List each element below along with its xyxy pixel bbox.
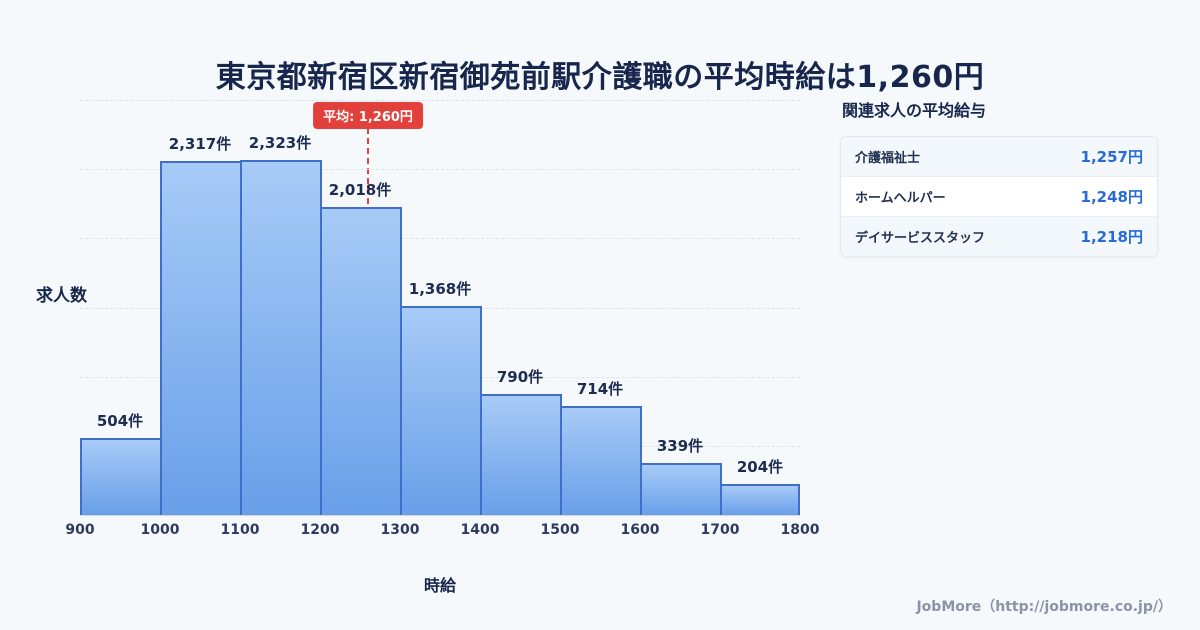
bar-value-label: 339件: [656, 437, 704, 455]
bar: [160, 161, 242, 515]
bar-value-label: 2,317件: [168, 135, 232, 153]
bar-value-label: 2,323件: [248, 134, 312, 152]
bar: [320, 207, 402, 515]
salary-row-value: 1,257円: [1080, 148, 1143, 166]
bar: [80, 438, 162, 515]
salary-row-value: 1,218円: [1080, 228, 1143, 246]
salary-row-label: ホームヘルパー: [855, 191, 946, 206]
average-badge: 平均: 1,260円: [313, 102, 423, 129]
x-tick-label: 1200: [300, 522, 340, 538]
x-tick-label: 1600: [620, 522, 660, 538]
x-tick-label: 1800: [780, 522, 820, 538]
page-title: 東京都新宿区新宿御苑前駅介護職の平均時給は1,260円: [215, 60, 985, 96]
x-axis-title: 時給: [423, 576, 456, 595]
x-tick-label: 1100: [220, 522, 260, 538]
side-panel-heading: 関連求人の平均給与: [842, 101, 987, 120]
y-axis-title: 求人数: [36, 286, 87, 306]
salary-row-label: 介護福祉士: [855, 151, 921, 166]
x-tick-label: 1400: [460, 522, 500, 538]
bar: [480, 394, 562, 515]
x-tick-label: 1300: [380, 522, 420, 538]
bar: [240, 160, 322, 515]
gridline: [80, 169, 800, 170]
bar-value-label: 2,018件: [328, 181, 392, 199]
salary-row: ホームヘルパー 1,248円: [841, 176, 1157, 216]
salary-row-value: 1,248円: [1080, 188, 1143, 206]
x-tick-label: 1000: [140, 522, 180, 538]
gridline: [80, 238, 800, 239]
bar-value-label: 504件: [96, 412, 144, 430]
bar-value-label: 204件: [736, 458, 784, 476]
bar-value-label: 714件: [576, 380, 624, 398]
bar: [720, 484, 800, 515]
footer-credit: JobMore（http://jobmore.co.jp/）: [916, 599, 1172, 615]
salary-row: 介護福祉士 1,257円: [841, 137, 1157, 176]
x-axis-ticks: 900 1000 1100 1200 1300 1400 1500 1600 1700 1800: [65, 522, 819, 542]
x-tick-label: 1500: [540, 522, 580, 538]
histogram-chart: 平均: 1,260円 504件 2,317件 2,323件 2,018件 1,368件 7…: [80, 100, 800, 516]
x-tick-label: 900: [65, 522, 95, 538]
bar-value-label: 1,368件: [408, 280, 472, 298]
side-panel: 関連求人の平均給与 介護福祉士 1,257円 ホームヘルパー 1,248円 デイ…: [840, 97, 1158, 257]
salary-card: 介護福祉士 1,257円 ホームヘルパー 1,248円 デイサービススタッフ 1…: [840, 136, 1158, 257]
bar: [560, 406, 642, 515]
bar-value-label: 790件: [496, 368, 544, 386]
x-tick-label: 1700: [700, 522, 740, 538]
bar: [400, 306, 482, 515]
salary-row-label: デイサービススタッフ: [855, 231, 986, 246]
bar: [640, 463, 722, 515]
histogram-plot: 平均: 1,260円 504件 2,317件 2,323件 2,018件 1,368件 7…: [80, 100, 800, 516]
salary-row: デイサービススタッフ 1,218円: [841, 216, 1157, 256]
gridline: [80, 100, 800, 101]
